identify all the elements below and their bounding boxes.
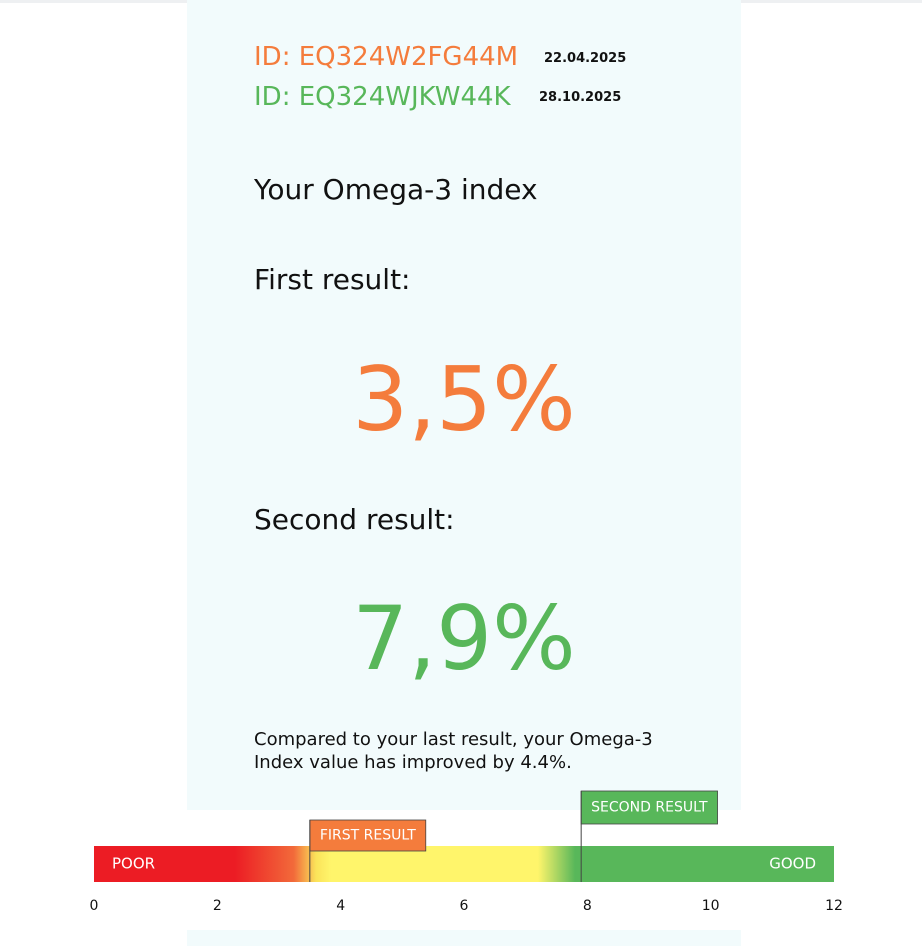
scale-bar xyxy=(94,846,834,882)
result-value: 7,9% xyxy=(352,587,576,690)
sample-id: ID: EQ324W2FG44M xyxy=(254,42,519,72)
result-label: First result: xyxy=(254,263,411,296)
x-tick-label: 8 xyxy=(583,898,592,914)
zone-label: POOR xyxy=(112,855,155,873)
x-tick-label: 12 xyxy=(825,898,843,914)
marker-box xyxy=(309,819,427,852)
sample-date: 28.10.2025 xyxy=(539,90,622,105)
sample-date: 22.04.2025 xyxy=(544,51,627,66)
x-tick-label: 0 xyxy=(90,898,99,914)
comparison-text: Compared to your last result, your Omega… xyxy=(254,729,653,773)
marker-box xyxy=(580,790,718,825)
result-value: 3,5% xyxy=(352,348,576,451)
panel xyxy=(187,930,741,946)
marker-label: FIRST RESULT xyxy=(320,828,416,844)
sample-id: ID: EQ324WJKW44K xyxy=(254,82,511,112)
result-label: Second result: xyxy=(254,503,455,536)
x-tick-label: 2 xyxy=(213,898,222,914)
x-tick-label: 4 xyxy=(336,898,345,914)
marker-label: SECOND RESULT xyxy=(591,800,708,816)
x-tick-label: 6 xyxy=(460,898,469,914)
title: Your Omega-3 index xyxy=(254,173,538,206)
zone-label: GOOD xyxy=(769,855,816,873)
panel xyxy=(187,0,741,810)
x-tick-label: 10 xyxy=(702,898,720,914)
